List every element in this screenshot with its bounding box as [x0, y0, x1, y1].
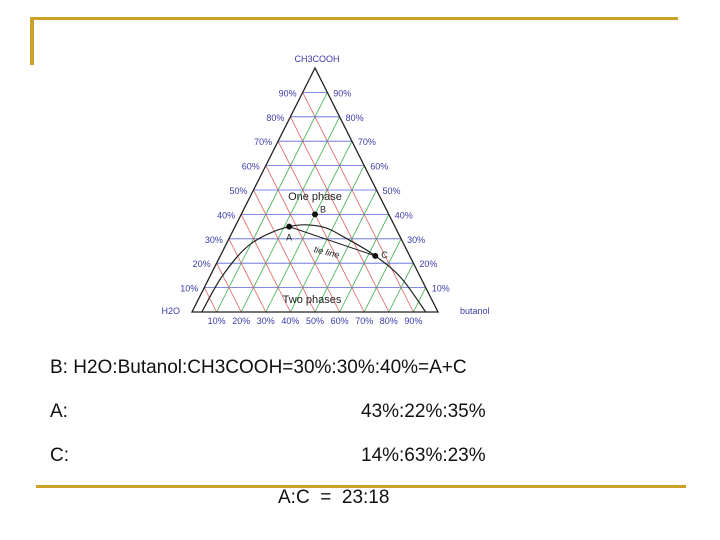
- right-tick-label: 30%: [407, 235, 425, 245]
- grid-line-water: [203, 287, 217, 313]
- diagram-grid: [190, 66, 440, 313]
- grid-line-butanol: [388, 263, 414, 313]
- grid-line-butanol: [314, 189, 377, 313]
- left-tick-label: 40%: [217, 210, 235, 220]
- tie-line: [289, 226, 376, 257]
- bottom-tick-label: 30%: [257, 316, 275, 326]
- composition-c-value: 14%:63%:23%: [361, 445, 486, 466]
- right-tick-label: 20%: [419, 259, 437, 269]
- region-two-phases-label: Two phases: [283, 294, 342, 306]
- grid-line-butanol: [216, 92, 328, 313]
- binodal-curve: [201, 224, 427, 313]
- top-accent-line: [30, 17, 678, 20]
- right-tick-label: 70%: [358, 137, 376, 147]
- region-one-phase-label: One phase: [288, 191, 342, 203]
- grid-line-water: [216, 263, 242, 313]
- right-tick-label: 50%: [383, 186, 401, 196]
- left-vertex-label: H2O: [161, 306, 180, 316]
- bottom-tick-label: 80%: [380, 316, 398, 326]
- bottom-tick-label: 10%: [208, 316, 226, 326]
- bottom-tick-label: 60%: [331, 316, 349, 326]
- right-tick-label: 10%: [432, 284, 450, 294]
- composition-points: A B C: [286, 204, 388, 260]
- point-a: [286, 223, 293, 230]
- left-tick-label: 50%: [229, 186, 247, 196]
- left-tick-label: 60%: [242, 162, 260, 172]
- right-vertex-label: butanol: [460, 306, 490, 316]
- apex-label: CH3COOH: [294, 54, 339, 64]
- grid-line-water: [302, 92, 414, 313]
- right-tick-label: 40%: [395, 210, 413, 220]
- bottom-tick-label: 40%: [281, 316, 299, 326]
- diagram-labels: 10% 10% 10% 20% 20% 20% 30% 30% 30% 40% 40% 40% 50% 5…: [161, 54, 489, 326]
- point-c: [372, 252, 379, 259]
- grid-line-water: [228, 238, 267, 313]
- bottom-accent-line: [36, 485, 686, 488]
- left-tick-label: 90%: [279, 88, 297, 98]
- bottom-tick-label: 90%: [404, 316, 422, 326]
- grid-line-water: [240, 214, 291, 313]
- grid-line-butanol: [339, 214, 390, 313]
- right-tick-label: 80%: [346, 113, 364, 123]
- grid-line-water: [253, 189, 316, 313]
- grid-line-butanol: [265, 141, 353, 313]
- grid-line-butanol: [413, 287, 427, 313]
- point-label-b: B: [320, 204, 326, 214]
- composition-c-label: C:: [50, 445, 69, 466]
- right-tick-label: 60%: [370, 162, 388, 172]
- bottom-tick-label: 50%: [306, 316, 324, 326]
- ternary-phase-diagram: A B C 10% 10% 10% 20% 20% 20% 30% 30% 30% 40% 40% 40%…: [161, 54, 489, 326]
- left-tick-label: 80%: [266, 113, 284, 123]
- grid-line-butanol: [363, 238, 402, 313]
- composition-b-line: B: H2O:Butanol:CH3COOH=30%:30%:40%=A+C: [50, 357, 467, 378]
- composition-a-value: 43%:22%:35%: [361, 401, 486, 422]
- bottom-tick-label: 20%: [232, 316, 250, 326]
- left-tick-label: 20%: [193, 259, 211, 269]
- point-label-a: A: [286, 233, 292, 243]
- left-tick-label: 30%: [205, 235, 223, 245]
- tie-line-label: tie line: [313, 244, 341, 260]
- composition-a-label: A:: [50, 401, 68, 422]
- right-tick-label: 90%: [333, 88, 351, 98]
- ratio-text: A:C = 23:18: [278, 487, 390, 508]
- bottom-tick-label: 70%: [355, 316, 373, 326]
- left-tick-label: 10%: [180, 284, 198, 294]
- triangle-outline: [190, 66, 440, 313]
- point-b: [312, 211, 318, 218]
- point-label-c: C: [381, 250, 388, 260]
- left-accent-bar: [30, 17, 34, 65]
- left-tick-label: 70%: [254, 137, 272, 147]
